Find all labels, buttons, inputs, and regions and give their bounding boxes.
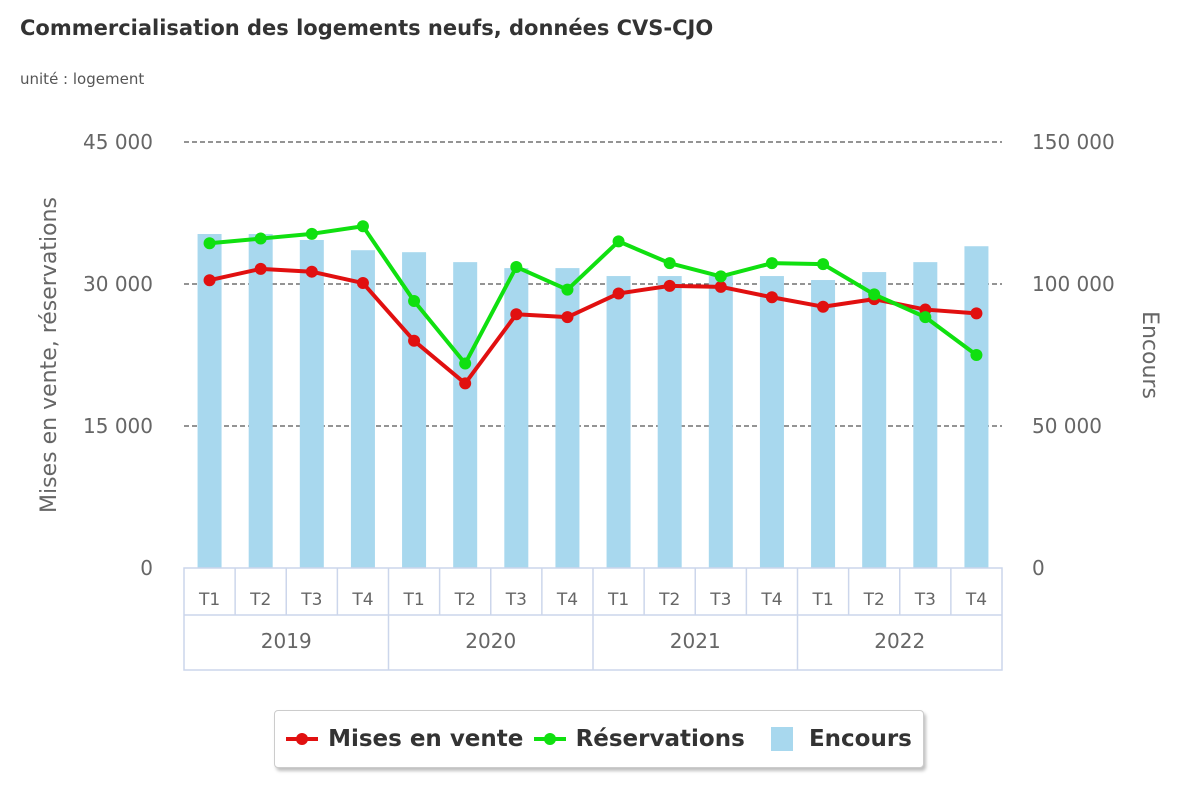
encours-bar (708, 276, 733, 568)
mises-en-vente-point (254, 262, 267, 275)
x-group-label: 2019 (261, 629, 312, 653)
x-tick-label: T3 (914, 590, 936, 610)
reservations-point (356, 220, 369, 233)
mises-en-vente-point (970, 307, 983, 320)
reservations-point (510, 260, 523, 273)
encours-bar (453, 262, 478, 568)
mises-en-vente-point (408, 334, 421, 347)
mises-en-vente-point (765, 291, 778, 304)
x-tick-label: T4 (351, 590, 373, 610)
x-tick-label: T1 (198, 590, 220, 610)
x-tick-label: T1 (811, 590, 833, 610)
y-right-tick-label: 0 (1032, 556, 1045, 580)
y-left-tick-label: 15 000 (83, 414, 153, 438)
y-left-tick-label: 0 (140, 556, 153, 580)
mises-en-vente-point (356, 277, 369, 290)
legend-label: Réservations (575, 726, 745, 752)
encours-bar (197, 234, 222, 569)
red-line-marker-icon (286, 733, 319, 745)
y-right-tick-label: 150 000 (1032, 130, 1115, 154)
x-tick-label: T2 (249, 590, 271, 610)
x-tick-label: T1 (402, 590, 424, 610)
line-series (203, 220, 983, 390)
reservations-point (919, 311, 932, 324)
reservations-line (209, 224, 978, 366)
x-tick-label: T2 (658, 590, 680, 610)
reservations-point (254, 232, 267, 245)
x-tick-label: T1 (607, 590, 629, 610)
y-left-tick-label: 45 000 (83, 130, 153, 154)
encours-bar (350, 250, 375, 569)
encours-bars (197, 234, 989, 569)
x-tick-label: T2 (454, 590, 476, 610)
y-left-tick-label: 30 000 (83, 272, 153, 296)
reservations-point (305, 227, 318, 240)
reservations-point (817, 258, 830, 271)
chart-canvas: T1 T2 T3 T4 T1 T2 T3 T4 T1 T2 T3 T4 T1 T2 T3 T4 2019 2020… (37, 130, 1162, 671)
reservations-point (714, 270, 727, 283)
reservations-point (612, 235, 625, 248)
mises-en-vente-point (510, 308, 523, 321)
reservations-point (663, 257, 676, 270)
green-line-marker-icon (533, 733, 566, 745)
x-group-label: 2020 (465, 629, 516, 653)
mises-en-vente-point (305, 265, 318, 278)
encours-bar (964, 246, 989, 568)
reservations-point (561, 283, 574, 296)
legend: Mises en vente Réservations Encours (274, 710, 924, 768)
encours-bar (299, 239, 324, 569)
mises-en-vente-point (612, 287, 625, 300)
mises-en-vente-line (209, 266, 977, 386)
mises-en-vente-point (561, 311, 574, 324)
x-tick-label: T4 (965, 590, 987, 610)
encours-bar (759, 276, 784, 568)
mises-en-vente-point (203, 274, 216, 287)
y-axis-left: 0 15 000 30 000 45 000 (83, 130, 153, 580)
encours-bar (862, 272, 887, 568)
chart-title: Commercialisation des logements neufs, d… (20, 16, 714, 40)
x-group-label: 2022 (874, 629, 925, 653)
y-axis-right: 0 50 000 100 000 150 000 (1032, 130, 1115, 580)
legend-label: Mises en vente (328, 726, 524, 752)
x-tick-label: T3 (709, 590, 731, 610)
encours-bar (657, 276, 682, 568)
y-axis-right-title: Encours (1137, 311, 1162, 399)
reservations-point (203, 237, 216, 250)
reservations-point (970, 349, 983, 361)
x-axis: T1 T2 T3 T4 T1 T2 T3 T4 T1 T2 T3 T4 T1 T2 T3 T4 2019 2020… (183, 567, 1003, 671)
legend-item-mises-en-vente[interactable]: Mises en vente (286, 726, 523, 752)
legend-label: Encours (808, 726, 912, 752)
reservations-point (459, 357, 472, 370)
mises-en-vente-point (663, 279, 676, 292)
x-tick-label: T3 (505, 590, 527, 610)
blue-bar-swatch-icon (770, 727, 793, 751)
mises-en-vente-point (459, 377, 472, 390)
legend-item-reservations[interactable]: Réservations (533, 726, 745, 752)
reservations-point (868, 288, 881, 301)
y-axis-left-title: Mises en vente, réservations (37, 197, 62, 513)
reservations-point (765, 257, 778, 270)
legend-item-encours[interactable]: Encours (755, 726, 912, 752)
mises-en-vente-point (714, 280, 727, 293)
encours-bar (811, 280, 836, 568)
x-group-label: 2021 (670, 629, 721, 653)
y-right-tick-label: 50 000 (1032, 414, 1102, 438)
mises-en-vente-point (817, 300, 830, 313)
x-tick-label: T4 (760, 590, 782, 610)
x-tick-label: T4 (556, 590, 578, 610)
x-tick-label: T3 (300, 590, 322, 610)
x-tick-label: T2 (863, 590, 885, 610)
encours-bar (248, 234, 273, 569)
encours-bar (606, 276, 631, 568)
reservations-point (408, 295, 421, 308)
y-right-tick-label: 100 000 (1032, 272, 1115, 296)
chart-subtitle: unité : logement (20, 70, 145, 88)
